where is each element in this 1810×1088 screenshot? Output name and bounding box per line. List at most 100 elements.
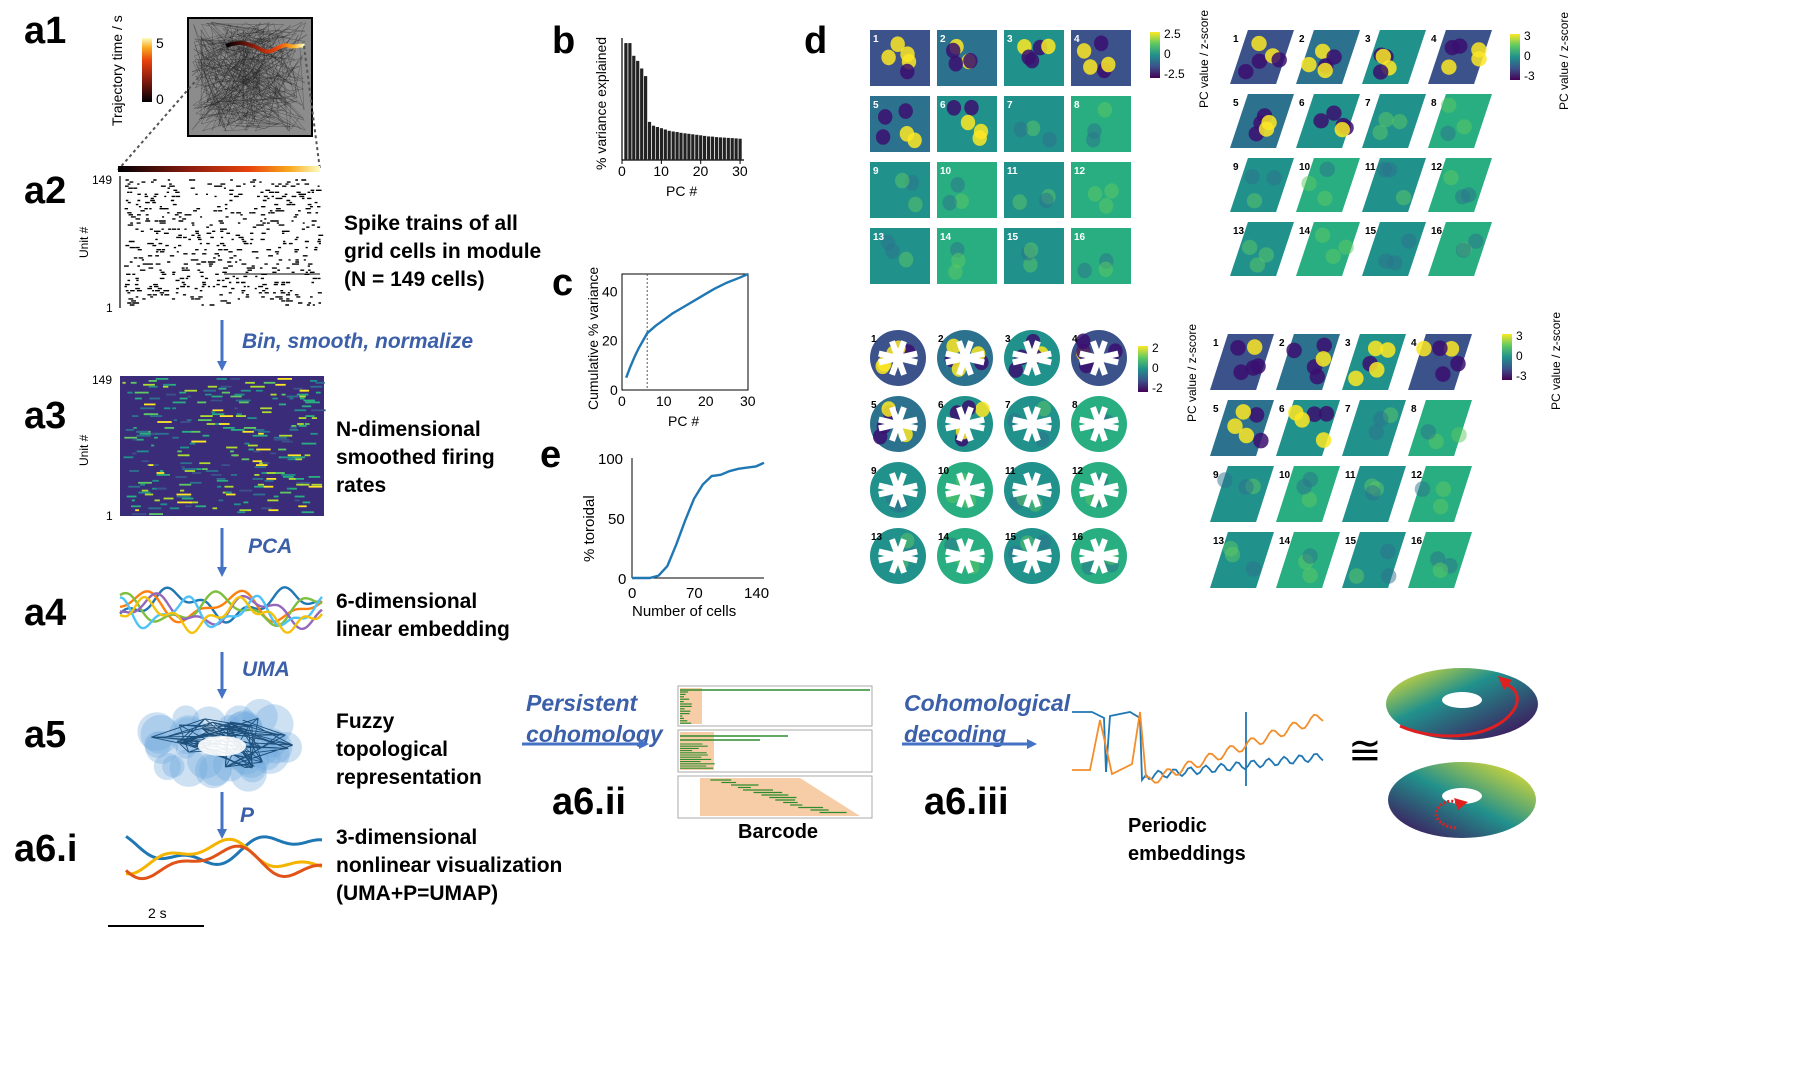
a3-streak [202, 434, 210, 437]
chart-c-ylabel: Cumulative % variance [585, 267, 601, 410]
d-tile-sq-7: 7 [1004, 96, 1064, 152]
d-colorbar [1510, 34, 1520, 80]
d-tile-tor-12: 12 [1071, 462, 1127, 518]
chart-b-bar [640, 68, 644, 160]
a3-streak [298, 505, 307, 508]
a3-streak [241, 458, 250, 461]
a3-streak [179, 391, 187, 394]
d-tile-blob [1317, 62, 1333, 79]
a3-streak [254, 485, 267, 488]
congruent-symbol: ≅ [1348, 728, 1382, 774]
a3-streak [273, 495, 279, 498]
d-tile-blob [1380, 543, 1396, 560]
a3-streak [149, 397, 160, 400]
chart-b-bar [722, 137, 726, 160]
a3-streak [275, 383, 286, 386]
d-tile-shape [870, 162, 930, 218]
d-tile-blob [1433, 498, 1449, 515]
d-tile-sq-8: 8 [1071, 96, 1131, 152]
chart-b-bar [667, 130, 671, 160]
d-tile-tor-15: 15 [1004, 528, 1060, 584]
d-tile-blob [948, 264, 963, 280]
chart-b-xlabel: PC # [666, 183, 697, 199]
a3-streak [290, 427, 297, 429]
chart-c-xtick-label: 20 [698, 393, 714, 409]
d-tile-number: 4 [1074, 34, 1080, 45]
a3-streak [239, 401, 249, 404]
a3-streak [257, 483, 264, 486]
a3-streak [233, 503, 241, 506]
panel-label-c: c [552, 262, 574, 304]
d-tile-blob [1378, 112, 1394, 128]
chart-c-ytick-label: 20 [602, 333, 618, 349]
a3-streak [182, 468, 197, 470]
d-tile-blob [1313, 113, 1329, 129]
a1-colorbar-tick-5: 5 [156, 35, 164, 51]
a3-streak [216, 479, 229, 482]
chart-c-xtick-label: 10 [656, 393, 672, 409]
a3-streak [188, 501, 199, 504]
d-tile-blob [873, 428, 888, 445]
d-tile-sq-12: 12 [1071, 162, 1131, 218]
a3-streak [304, 454, 311, 457]
d-tile-cross2 [889, 340, 907, 376]
d-tile-number: 6 [1299, 98, 1305, 109]
panel-label-a1: a1 [24, 10, 67, 52]
d-tile-cross2 [1023, 406, 1041, 442]
a3-streak [180, 462, 193, 465]
d-tile-blob [1008, 362, 1023, 378]
d-tile-sq-9: 9 [870, 162, 930, 218]
d-tile-blob [1286, 342, 1302, 359]
d-tile-blob [1318, 406, 1335, 422]
d-tile-cross2 [956, 406, 974, 442]
a4-desc-line-2: linear embedding [336, 618, 510, 641]
chart-c-frame [621, 273, 749, 391]
a3-streak [154, 499, 160, 502]
a3-streak [185, 505, 192, 508]
d-tile-blob [1375, 48, 1392, 65]
a3-streak [156, 472, 165, 474]
d-tile-blob [1042, 131, 1057, 148]
d-tile-number: 9 [871, 466, 877, 477]
d-tile-blob [1367, 340, 1384, 357]
d-tile-sq-11: 11 [1362, 158, 1426, 212]
a3-streak [291, 425, 297, 427]
d-tile-blob [1348, 370, 1364, 387]
a3-streak [195, 505, 206, 508]
d-tile-number: 15 [1007, 232, 1019, 243]
d-tile-sq-2: 2 [1296, 30, 1360, 84]
chart-b-bar [695, 134, 699, 160]
d-tile-tor-16: 16 [1071, 528, 1127, 584]
a3-streak [281, 474, 296, 476]
d-tile-blob [1395, 190, 1412, 206]
d-tile-sq-9: 9 [1210, 466, 1274, 522]
d-tile-number: 15 [1365, 226, 1377, 237]
a3-streak [172, 436, 179, 439]
a3-streak [282, 476, 294, 478]
d-tile-blob [1302, 567, 1318, 584]
a3-streak [131, 513, 147, 515]
a3-streak [144, 493, 154, 496]
d-colorbar [1502, 334, 1512, 380]
d-tile-sq-11: 11 [1004, 162, 1064, 218]
chart-b-variance-explained: 0 10 20 30 PC # % variance explained [593, 37, 748, 199]
a3-streak [295, 458, 303, 461]
chart-e-xtick-label: 70 [686, 585, 703, 602]
d-tile-blob [1380, 342, 1396, 358]
d-tile-blob [1013, 121, 1028, 138]
d-colorbar-tick: 3 [1524, 29, 1531, 43]
a3-streak [191, 430, 201, 433]
d-tile-sq-13: 13 [1230, 222, 1294, 276]
d-tile-blob [1036, 400, 1052, 417]
d-tile-sq-15: 15 [1004, 228, 1064, 284]
d-tile-number: 11 [1005, 466, 1016, 477]
d-tile-sq-11: 11 [1342, 466, 1406, 522]
chart-b-xtick-label: 20 [693, 163, 709, 179]
chart-b-bar [671, 131, 675, 160]
d-tile-blob [1023, 242, 1039, 258]
a6i-visualization-line [124, 844, 322, 881]
d-tile-blob [975, 401, 990, 418]
a2-description: Spike trains of all grid cells in module… [344, 210, 541, 294]
chart-c-cumulative-variance: 0 10 20 30 0 20 40 PC # Cumulative % variance [585, 267, 756, 429]
